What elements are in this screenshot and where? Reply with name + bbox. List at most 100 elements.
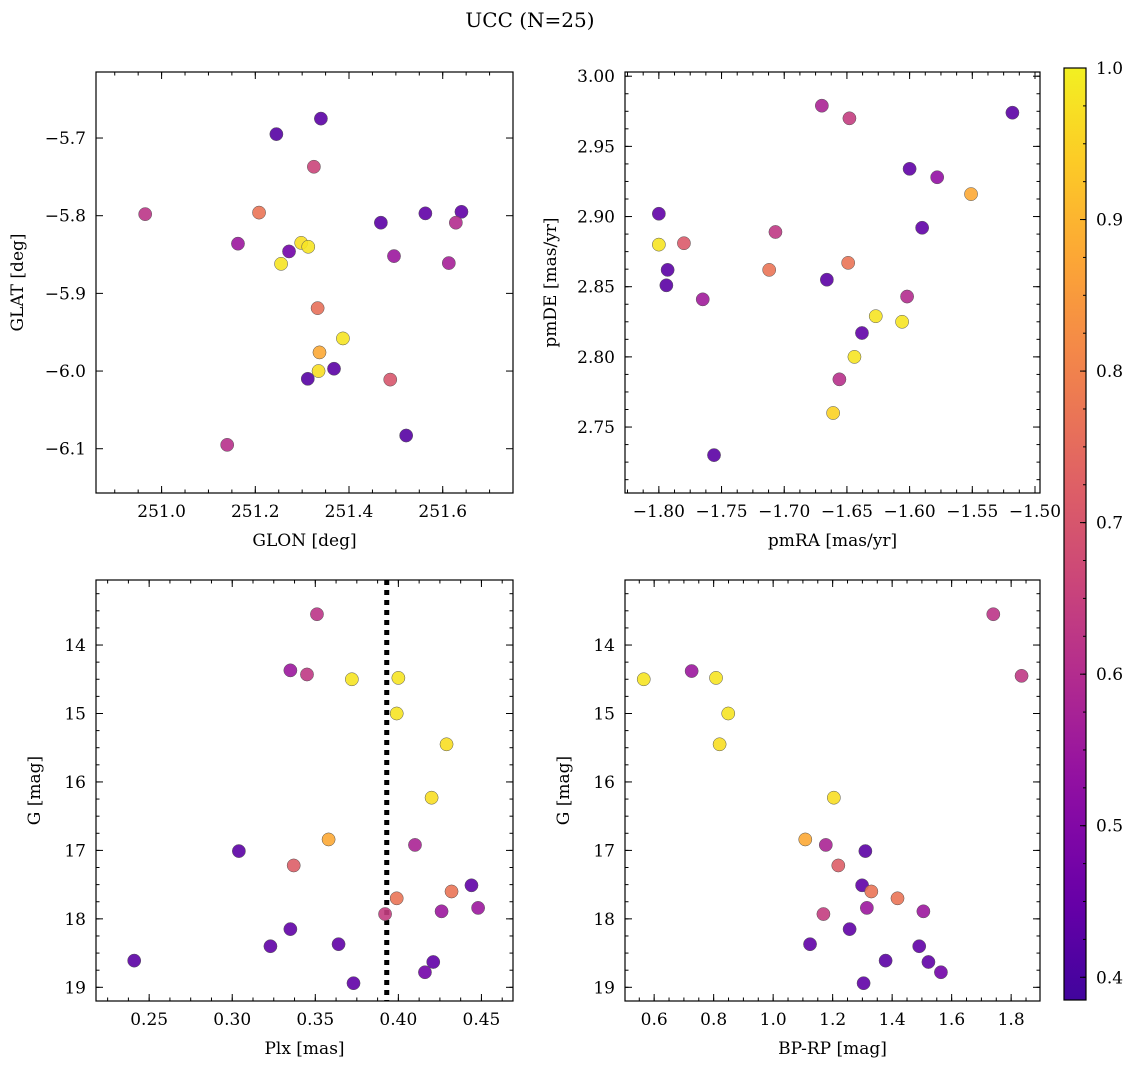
data-point <box>842 111 857 126</box>
data-point <box>282 244 296 259</box>
data-point <box>868 309 883 324</box>
y-tick-label: 19 <box>64 978 86 998</box>
data-point <box>331 937 346 952</box>
data-point <box>814 98 829 113</box>
data-point <box>301 239 316 254</box>
x-tick-label: 251.0 <box>137 502 186 522</box>
y-tick-label: 2.90 <box>577 208 615 228</box>
data-point <box>820 272 834 287</box>
data-point <box>283 922 298 936</box>
x-tick-label: 1.2 <box>819 1010 846 1030</box>
data-point <box>707 448 721 462</box>
x-tick-label: 251.6 <box>418 502 467 522</box>
data-point <box>310 301 325 315</box>
data-point <box>448 215 463 230</box>
colorbar-tick-label: 0.6 <box>1096 665 1123 685</box>
x-tick-label: −1.70 <box>758 502 810 522</box>
y-axis-label: G [mag] <box>554 756 574 825</box>
data-point <box>389 891 404 906</box>
data-point <box>856 976 871 991</box>
y-tick-label: 3.00 <box>577 67 615 87</box>
data-point <box>232 844 246 858</box>
colorbar-tick-label: 1.0 <box>1096 59 1123 79</box>
data-point <box>1005 105 1020 120</box>
x-tick-label: −1.60 <box>884 502 936 522</box>
figure-title: UCC (N=25) <box>465 8 594 32</box>
data-point <box>712 737 727 752</box>
x-axis-label: pmRA [mas/yr] <box>768 531 897 551</box>
data-point <box>677 236 691 251</box>
x-tick-label: 1.6 <box>938 1010 965 1030</box>
data-point <box>441 256 456 270</box>
x-tick-label: 0.8 <box>700 1010 727 1030</box>
data-point <box>652 206 666 221</box>
y-tick-label: 2.80 <box>577 348 615 368</box>
plx-vs-g-panel: 0.25 0.30 0.35 0.40 0.45 14 15 16 17 18 19 Plx [mas… <box>25 579 514 1059</box>
data-point <box>344 672 359 687</box>
data-point <box>816 907 831 921</box>
data-point <box>439 737 454 752</box>
data-point <box>762 263 777 277</box>
x-tick-label: 0.30 <box>213 1010 251 1030</box>
data-point <box>283 663 298 678</box>
x-tick-label: 0.25 <box>130 1010 168 1030</box>
y-tick-label: 17 <box>593 841 615 861</box>
data-point <box>636 672 651 687</box>
data-point <box>709 671 723 685</box>
data-point <box>855 326 869 340</box>
data-point <box>454 204 469 219</box>
x-tick-label: −1.75 <box>695 502 747 522</box>
data-point <box>426 955 441 969</box>
data-point <box>660 263 675 277</box>
data-point <box>471 901 485 915</box>
axes-frame <box>95 579 514 1002</box>
data-point <box>444 884 459 899</box>
data-point <box>378 907 392 921</box>
pmra-vs-pmde-panel: −1.80 −1.75 −1.70 −1.65 −1.60 −1.55 −1.50 2.75 2… <box>541 67 1061 551</box>
data-point <box>286 858 301 873</box>
data-point <box>346 976 361 991</box>
colorbar: 0.4 0.5 0.6 0.7 0.8 0.9 1.0 <box>1063 59 1123 1001</box>
data-point <box>314 111 328 126</box>
colorbar-tick-label: 0.7 <box>1096 514 1123 534</box>
data-point <box>915 220 929 235</box>
data-point <box>890 891 905 906</box>
x-tick-label: 0.40 <box>379 1010 417 1030</box>
axes-frame <box>624 71 1041 494</box>
data-point <box>336 331 350 346</box>
data-point <box>300 371 315 386</box>
x-tick-label: 251.2 <box>231 502 280 522</box>
data-point <box>307 159 321 174</box>
y-tick-label: 14 <box>64 636 86 656</box>
data-point <box>768 225 783 239</box>
data-point <box>864 884 879 899</box>
y-tick-label: 15 <box>64 704 86 724</box>
x-tick-label: 1.8 <box>998 1010 1025 1030</box>
data-point <box>841 256 856 270</box>
y-tick-label: −5.7 <box>45 129 86 149</box>
data-point <box>826 790 841 805</box>
x-tick-label: 0.35 <box>296 1010 334 1030</box>
y-tick-label: 19 <box>593 978 615 998</box>
data-point <box>374 215 388 230</box>
data-point <box>424 790 439 805</box>
data-point <box>858 844 873 858</box>
data-point <box>312 345 327 360</box>
data-point <box>327 361 341 376</box>
y-tick-label: 14 <box>593 636 615 656</box>
data-point <box>418 965 432 980</box>
data-point <box>964 187 978 201</box>
axes-frame <box>95 71 514 494</box>
colorbar-tick-label: 0.8 <box>1096 362 1123 382</box>
x-axis-label: BP-RP [mag] <box>778 1039 887 1059</box>
y-tick-label: 16 <box>64 773 86 793</box>
colorbar-tick-label: 0.9 <box>1096 211 1123 231</box>
y-tick-label: −6.1 <box>45 440 86 460</box>
colorbar-tick-label: 0.5 <box>1096 817 1123 837</box>
data-point <box>269 127 284 141</box>
y-tick-label: 17 <box>64 841 86 861</box>
x-tick-label: −1.65 <box>821 502 873 522</box>
data-point <box>912 939 927 954</box>
data-point <box>684 664 699 678</box>
